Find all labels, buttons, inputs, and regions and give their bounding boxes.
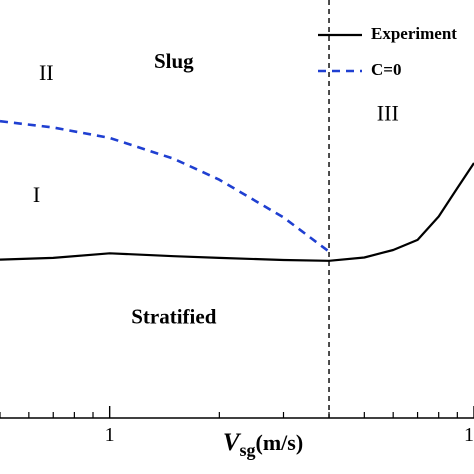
series-line-experiment <box>0 162 474 262</box>
x-axis-title-sub: sg <box>240 440 256 460</box>
annotation-region_3: III <box>377 100 399 125</box>
x-tick-label: 10 <box>464 424 474 446</box>
legend-label-model: C=0 <box>371 60 401 79</box>
legend-label-experiment: Experiment <box>371 24 457 43</box>
x-axis-title-unit: (m/s) <box>256 430 304 455</box>
series-line-model <box>0 119 330 253</box>
annotation-stratified: Stratified <box>131 305 216 329</box>
plot-lines <box>0 0 474 418</box>
annotation-region_2: II <box>39 60 54 85</box>
x-axis-title: Vsg(m/s) <box>223 429 303 460</box>
x-tick-label: 1 <box>105 424 115 446</box>
annotation-slug: Slug <box>154 49 194 73</box>
legend: Experiment C=0 <box>318 24 457 79</box>
annotation-region_1: I <box>33 182 40 207</box>
x-axis: 1 10 <box>0 406 474 446</box>
x-axis-title-main: V <box>223 429 242 456</box>
